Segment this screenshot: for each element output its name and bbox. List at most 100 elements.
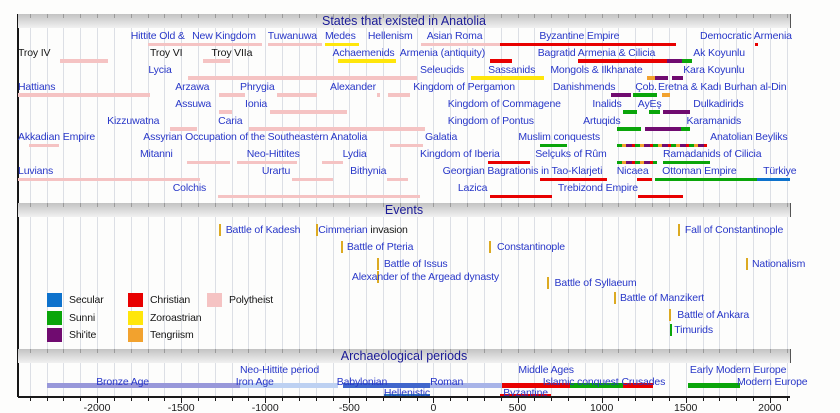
- period-label-middle-ages[interactable]: Middle Ages: [518, 364, 574, 376]
- event-label-cimmerian[interactable]: Cimmerian invasion: [318, 224, 408, 236]
- axis-tick: [349, 397, 351, 403]
- state-label-kizzuwatna[interactable]: Kizzuwatna: [107, 114, 160, 127]
- state-label-akkadian-empire[interactable]: Akkadian Empire: [18, 131, 96, 144]
- state-label-t-rkiye[interactable]: Türkiye: [763, 165, 797, 178]
- state-label-urartu[interactable]: Urartu: [261, 165, 291, 178]
- state-label-neo-hittites[interactable]: Neo-Hittites: [246, 148, 300, 161]
- state-label-sassanids[interactable]: Sassanids: [488, 63, 536, 76]
- state-label-nicaea[interactable]: Nicaea: [616, 165, 649, 178]
- state-label-lycia[interactable]: Lycia: [148, 63, 172, 76]
- state-label-eretna-kad-burhan-al-din[interactable]: Eretna & Kadı Burhan al-Din: [657, 80, 787, 93]
- state-label-phrygia[interactable]: Phrygia: [240, 80, 275, 93]
- state-label-lazica[interactable]: Lazica: [457, 182, 488, 195]
- grid-tick: [366, 203, 368, 207]
- state-bar-alexander: [376, 93, 381, 97]
- event-label-fall-of-constantinople[interactable]: Fall of Constantinople: [684, 224, 784, 236]
- grid-tick: [80, 349, 82, 353]
- state-bar-inalids: [622, 110, 637, 114]
- state-label-luvians[interactable]: Luvians: [18, 165, 54, 178]
- state-label-hattians[interactable]: Hattians: [18, 80, 56, 93]
- state-label-lydia[interactable]: Lydia: [342, 148, 367, 161]
- state-label-kingdom-of-pergamon[interactable]: Kingdom of Pergamon: [413, 80, 515, 93]
- event-label-constantinople[interactable]: Constantinople: [497, 241, 565, 253]
- state-label-inalids[interactable]: Inalids: [592, 97, 622, 110]
- period-label-neo-hittite-period[interactable]: Neo-Hittite period: [240, 364, 320, 376]
- state-label-assyrian-occupation-of-the-southeastern-anatolia[interactable]: Assyrian Occupation of the Southeastern …: [143, 131, 368, 144]
- grid-tick: [113, 203, 115, 207]
- event-label-battle-of-ankara[interactable]: Battle of Ankara: [677, 309, 750, 321]
- state-label-bagratid-armenia-cilicia[interactable]: Bagratid Armenia & Cilicia: [537, 46, 656, 59]
- state-label-achaemenids[interactable]: Achaemenids: [332, 46, 395, 59]
- state-label-bithynia[interactable]: Bithynia: [350, 165, 387, 178]
- state-label-hellenism[interactable]: Hellenism: [367, 30, 413, 42]
- state-label-sel-uks-of-r-m[interactable]: Selçuks of Rûm: [535, 148, 607, 161]
- event-tick-battle-of-kadesh: [219, 224, 222, 236]
- state-label-arzawa[interactable]: Arzawa: [175, 80, 210, 93]
- event-label-battle-of-manzikert[interactable]: Battle of Manzikert: [619, 292, 705, 304]
- state-label-ionia[interactable]: Ionia: [245, 97, 268, 110]
- state-label-georgian-bagrationis-in-tao-klarjeti[interactable]: Georgian Bagrationis in Tao-Klarjeti: [442, 165, 603, 178]
- grid-tick: [332, 203, 334, 207]
- state-label-ay[interactable]: Ay: [637, 97, 650, 110]
- event-label-nationalism[interactable]: Nationalism: [751, 258, 806, 270]
- event-label-battle-of-syllaeum[interactable]: Battle of Syllaeum: [554, 277, 637, 289]
- state-label-hittite-old[interactable]: Hittite Old &: [130, 30, 185, 42]
- period-label-iron-age[interactable]: Iron Age: [235, 376, 274, 388]
- state-label-kingdom-of-iberia[interactable]: Kingdom of Iberia: [419, 148, 500, 161]
- state-label-trebizond-empire[interactable]: Trebizond Empire: [557, 182, 638, 195]
- period-label-roman[interactable]: Roman: [430, 376, 464, 388]
- state-label-artuqids[interactable]: Artuqids: [583, 114, 621, 127]
- state-label-ottoman-empire[interactable]: Ottoman Empire: [662, 165, 737, 178]
- grid-tick: [584, 349, 586, 353]
- state-label-kingdom-of-commagene[interactable]: Kingdom of Commagene: [447, 97, 561, 110]
- state-label-kara-koyunlu[interactable]: Kara Koyunlu: [683, 63, 745, 76]
- state-label-dulkadirids[interactable]: Dulkadirids: [693, 97, 744, 110]
- event-label-battle-of-kadesh[interactable]: Battle of Kadesh: [225, 224, 301, 236]
- state-label-kingdom-of-pontus[interactable]: Kingdom of Pontus: [447, 114, 534, 127]
- event-tick-battle-of-syllaeum: [547, 277, 550, 289]
- grid-tick: [197, 349, 199, 353]
- state-label-byzantine-empire[interactable]: Byzantine Empire: [539, 30, 620, 42]
- state-label-alexander[interactable]: Alexander: [329, 80, 376, 93]
- state-label-galatia[interactable]: Galatia: [425, 131, 458, 144]
- grid-tick: [130, 14, 132, 18]
- state-label-anatolian-beyliks[interactable]: Anatolian Beyliks: [710, 131, 788, 144]
- state-label-muslim-conquests[interactable]: Muslim conquests: [518, 131, 600, 144]
- state-label-democratic-armenia[interactable]: Democratic Armenia: [700, 30, 792, 42]
- period-label-crusades[interactable]: Crusades: [621, 376, 666, 388]
- axis-tick: [668, 397, 670, 401]
- event-label-alexander-of-the-argead-dynasty[interactable]: Alexander of the Argead dynasty: [351, 271, 499, 283]
- state-label-mitanni[interactable]: Mitanni: [139, 148, 173, 161]
- state-bar-muslim-conquests: [540, 143, 568, 148]
- period-label-islamic-conquest[interactable]: Islamic conquest: [542, 376, 619, 388]
- state-label-new-kingdom[interactable]: New Kingdom: [192, 30, 256, 42]
- state-label-ob[interactable]: Çob.: [635, 80, 657, 93]
- state-label-ramadanids-of-cilicia[interactable]: Ramadanids of Cilicia: [663, 148, 762, 161]
- period-label-early-modern-europe[interactable]: Early Modern Europe: [689, 364, 787, 376]
- state-label-armenia-antiquity[interactable]: Armenia (antiquity): [399, 46, 486, 59]
- state-bar-e: [648, 110, 660, 114]
- state-bar-caria: [249, 127, 425, 131]
- event-label-battle-of-pteria[interactable]: Battle of Pteria: [346, 241, 414, 253]
- state-label-colchis[interactable]: Colchis: [172, 182, 207, 195]
- state-label-caria[interactable]: Caria: [218, 114, 243, 127]
- period-label-bronze-age[interactable]: Bronze Age: [96, 376, 149, 388]
- state-label-danishmends[interactable]: Danishmends: [552, 80, 616, 93]
- period-label-babylonian[interactable]: Babylonian: [336, 376, 388, 388]
- grid-tick: [113, 349, 115, 353]
- grid-tick: [97, 349, 99, 353]
- state-label-asian-roma[interactable]: Asian Roma: [426, 30, 483, 42]
- state-label-medes[interactable]: Medes: [324, 30, 356, 42]
- state-label-seleucids[interactable]: Seleucids: [419, 63, 465, 76]
- state-label-e[interactable]: Eş: [649, 97, 662, 110]
- event-label-timurids[interactable]: Timurids: [674, 324, 713, 336]
- state-label-mongols-ilkhanate[interactable]: Mongols & Ilkhanate: [550, 63, 643, 76]
- grid-tick: [618, 14, 620, 18]
- state-label-ak-koyunlu[interactable]: Ak Koyunlu: [693, 46, 745, 59]
- state-label-tuwanuwa[interactable]: Tuwanuwa: [267, 30, 317, 42]
- state-label-karamanids[interactable]: Karamanids: [686, 114, 742, 127]
- period-label-modern-europe[interactable]: Modern Europe: [737, 376, 808, 388]
- event-label-battle-of-issus[interactable]: Battle of Issus: [383, 258, 448, 270]
- state-bar-karamanids: [645, 127, 682, 131]
- state-label-assuwa[interactable]: Assuwa: [175, 97, 212, 110]
